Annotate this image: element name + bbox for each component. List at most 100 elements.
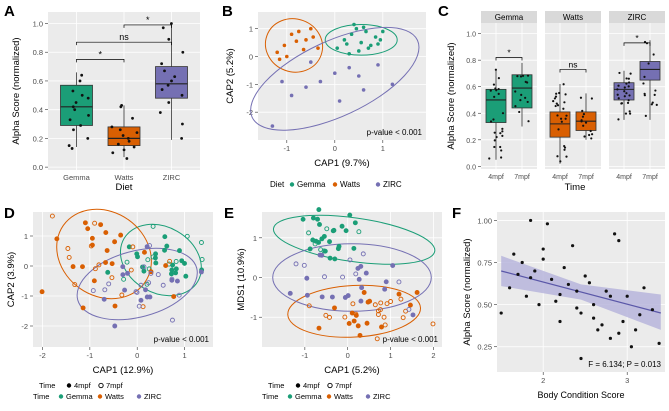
data-point-gemma	[173, 259, 179, 264]
data-point-watts	[89, 235, 95, 241]
data-point	[575, 289, 579, 293]
data-point-gemma	[164, 243, 170, 249]
data-point	[657, 341, 661, 345]
facet-background-watts	[545, 23, 601, 169]
data-point-watts	[372, 302, 378, 308]
panel-label: B	[222, 3, 233, 20]
data-point	[545, 222, 550, 226]
data-point-zirc	[358, 298, 364, 304]
data-point-watts	[89, 242, 95, 248]
data-point-gemma	[342, 38, 347, 42]
data-point	[180, 93, 184, 97]
y-axis-title: CAP2 (5.2%)	[225, 48, 236, 103]
data-point	[520, 260, 524, 265]
data-point	[514, 105, 517, 108]
x-tick-label: 3	[625, 376, 629, 385]
data-point-gemma	[332, 256, 338, 262]
legend-label-7mpf: 7mpf	[106, 381, 124, 390]
data-point-zirc	[169, 277, 175, 283]
y-axis-title: MDS1 (10.9%)	[236, 248, 247, 310]
data-point	[650, 103, 653, 106]
data-point-zirc	[359, 285, 365, 291]
data-point	[163, 69, 166, 73]
data-point	[110, 125, 114, 129]
significance-bracket	[76, 41, 172, 46]
data-point	[554, 95, 558, 98]
data-point-gemma	[173, 266, 179, 272]
data-point-watts	[414, 290, 420, 295]
data-point	[526, 81, 529, 84]
data-point-gemma	[177, 248, 182, 254]
facet-strip-watts	[545, 11, 601, 23]
data-point-watts	[49, 213, 55, 219]
data-point-watts	[297, 29, 301, 34]
y-tick-label: 0	[249, 53, 253, 62]
data-point-zirc	[148, 270, 154, 276]
legend-key-4mpf	[295, 383, 301, 388]
data-point	[80, 73, 84, 77]
legend-label-gemma: Gemma	[66, 392, 94, 401]
data-point-watts	[282, 43, 287, 48]
x-tick-label: 0	[346, 351, 350, 360]
data-point-zirc	[390, 82, 395, 87]
legend-title: Diet	[270, 180, 285, 189]
x-tick-label: 7mpf	[578, 174, 594, 181]
data-point-zirc	[347, 65, 352, 70]
data-point-zirc	[176, 292, 182, 298]
data-point-gemma	[381, 29, 385, 34]
data-point-watts	[361, 290, 367, 295]
data-point	[501, 130, 504, 133]
data-point-zirc	[106, 281, 112, 287]
data-point-watts	[294, 39, 299, 44]
data-point	[180, 137, 184, 140]
data-point-zirc	[143, 287, 148, 293]
x-tick-label: 0	[135, 351, 139, 360]
x-tick-label: Watts	[115, 173, 134, 182]
data-point	[627, 85, 630, 88]
legend-title-time: Time	[39, 381, 55, 390]
f-statistic-annotation: F = 6.134; P = 0.013	[588, 360, 661, 369]
significance-label: *	[635, 33, 639, 43]
data-point-watts	[70, 264, 76, 270]
data-point	[584, 121, 588, 124]
data-point-gemma	[347, 212, 353, 218]
data-point-watts	[54, 236, 60, 242]
data-point-zirc	[136, 303, 142, 309]
data-point-gemma	[331, 227, 337, 233]
data-point-zirc	[304, 292, 310, 298]
y-axis-title: Alpha Score (normalized)	[462, 238, 473, 345]
data-point	[558, 319, 562, 324]
data-point-gemma	[321, 248, 327, 254]
y-tick-label: 1	[253, 234, 257, 243]
data-point	[87, 114, 90, 117]
data-point-zirc	[102, 287, 108, 293]
facet-label-gemma: Gemma	[495, 13, 524, 22]
data-point	[623, 95, 626, 98]
data-point-gemma	[184, 233, 190, 239]
box-zirc	[155, 66, 188, 99]
data-point-zirc	[144, 244, 150, 250]
data-point-watts	[275, 50, 280, 55]
data-point	[68, 118, 72, 122]
data-point	[499, 311, 503, 315]
data-point	[583, 135, 586, 138]
data-point-zirc	[101, 296, 107, 302]
legend-label-zirc: ZIRC	[144, 392, 162, 401]
data-point	[493, 145, 496, 149]
x-tick-label: 1	[182, 351, 186, 360]
data-point	[554, 299, 558, 303]
data-point-zirc	[406, 306, 412, 312]
data-point	[604, 289, 608, 293]
data-point	[579, 311, 583, 315]
data-point-watts	[400, 315, 406, 321]
x-tick-label: 2	[541, 376, 545, 385]
data-point-gemma	[361, 25, 366, 30]
y-axis-title: Alpha Score (normalized)	[446, 42, 457, 149]
data-point-gemma	[307, 246, 313, 252]
data-point	[654, 89, 657, 92]
data-point-watts	[142, 249, 147, 255]
data-point	[628, 94, 631, 97]
data-point	[160, 62, 164, 66]
y-tick-label: -2	[246, 108, 253, 117]
data-point	[541, 257, 545, 261]
